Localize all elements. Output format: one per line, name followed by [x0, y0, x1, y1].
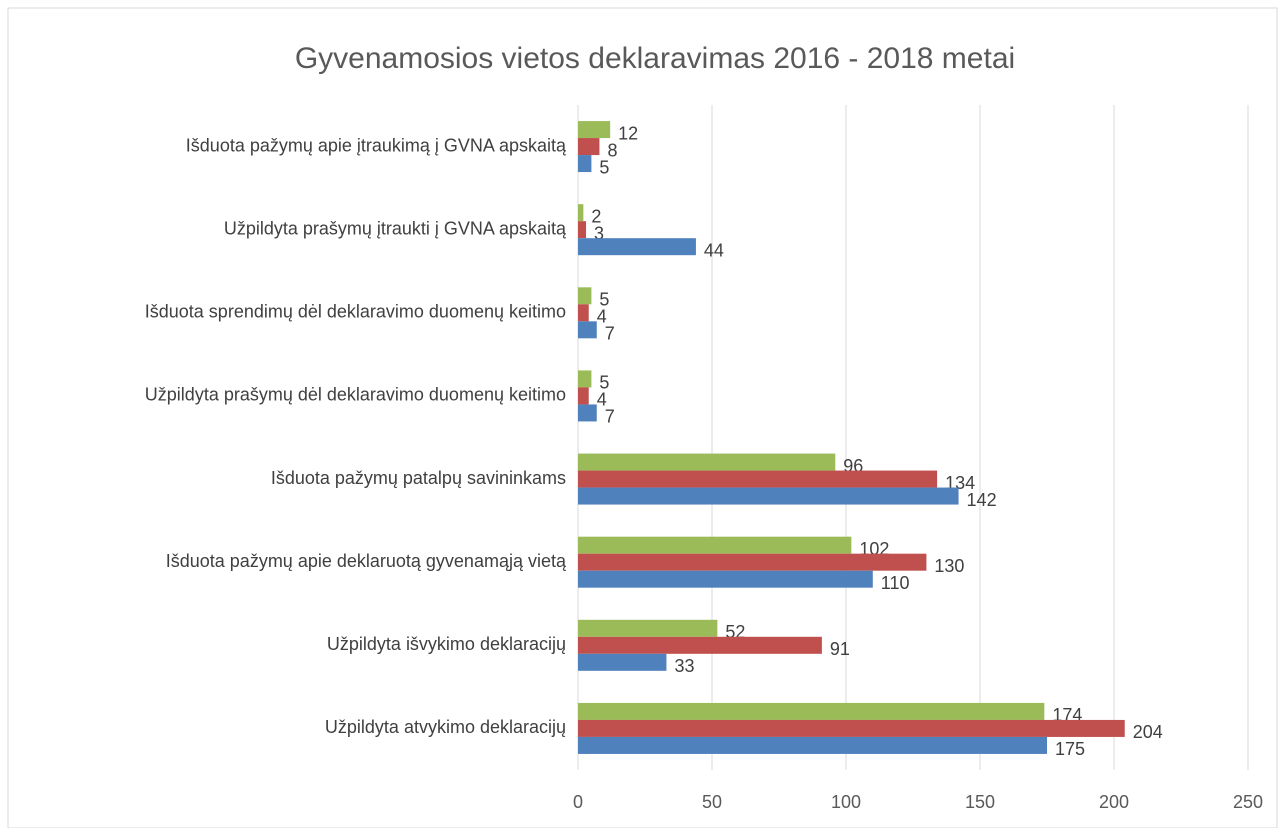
y-tick-label: Užpildyta išvykimo deklaracijų — [327, 634, 566, 654]
bar — [578, 453, 836, 471]
chart-title: Gyvenamosios vietos deklaravimas 2016 - … — [295, 42, 1015, 75]
data-label: 175 — [1055, 739, 1085, 759]
data-label: 12 — [618, 123, 638, 143]
y-tick-label: Užpildyta prašymų įtraukti į GVNA apskai… — [224, 218, 567, 238]
data-label: 5 — [599, 290, 609, 310]
x-tick-label: 100 — [831, 792, 861, 812]
bar — [578, 653, 667, 671]
data-label: 91 — [830, 639, 850, 659]
y-tick-label: Užpildyta atvykimo deklaracijų — [325, 717, 566, 737]
data-label: 3 — [594, 223, 604, 243]
bar — [578, 155, 592, 173]
bar — [578, 636, 822, 654]
data-label: 204 — [1133, 722, 1163, 742]
bar — [578, 321, 597, 339]
data-label: 44 — [704, 240, 724, 260]
bar — [578, 736, 1047, 754]
bar — [578, 470, 938, 488]
data-label: 5 — [599, 373, 609, 393]
data-label: 130 — [934, 556, 964, 576]
data-label: 5 — [599, 157, 609, 177]
data-label: 4 — [597, 390, 607, 410]
bar — [578, 221, 587, 239]
data-label: 2 — [591, 206, 601, 226]
x-tick-label: 0 — [573, 792, 583, 812]
bar — [578, 553, 927, 571]
y-tick-label: Išduota pažymų apie įtraukimą į GVNA aps… — [186, 135, 567, 155]
bar — [578, 719, 1125, 737]
y-tick-label: Užpildyta prašymų dėl deklaravimo duomen… — [145, 385, 566, 405]
chart-border — [7, 7, 1278, 828]
x-tick-label: 50 — [702, 792, 722, 812]
data-label: 4 — [597, 307, 607, 327]
data-label: 7 — [605, 407, 615, 427]
y-tick-label: Išduota sprendimų dėl deklaravimo duomen… — [145, 302, 566, 322]
data-label: 8 — [607, 140, 617, 160]
bar — [578, 570, 873, 588]
x-tick-label: 250 — [1233, 792, 1263, 812]
bar — [578, 304, 589, 322]
x-tick-label: 150 — [965, 792, 995, 812]
bar — [578, 238, 696, 256]
data-label: 110 — [881, 573, 910, 593]
bar — [578, 138, 600, 156]
bar — [578, 204, 584, 222]
bar — [578, 121, 611, 139]
bar — [578, 487, 959, 505]
bar — [578, 287, 592, 305]
data-label: 7 — [605, 324, 615, 344]
bar — [578, 702, 1045, 720]
bar — [578, 404, 597, 422]
bar — [578, 536, 852, 554]
y-tick-label: Išduota pažymų apie deklaruotą gyvenamąj… — [166, 551, 567, 571]
data-label: 33 — [674, 656, 694, 676]
data-label: 142 — [967, 490, 997, 510]
bar — [578, 619, 718, 637]
bar — [578, 387, 589, 405]
y-tick-label: Išduota pažymų patalpų savininkams — [271, 468, 566, 488]
bar — [578, 370, 592, 388]
x-tick-label: 200 — [1099, 792, 1129, 812]
